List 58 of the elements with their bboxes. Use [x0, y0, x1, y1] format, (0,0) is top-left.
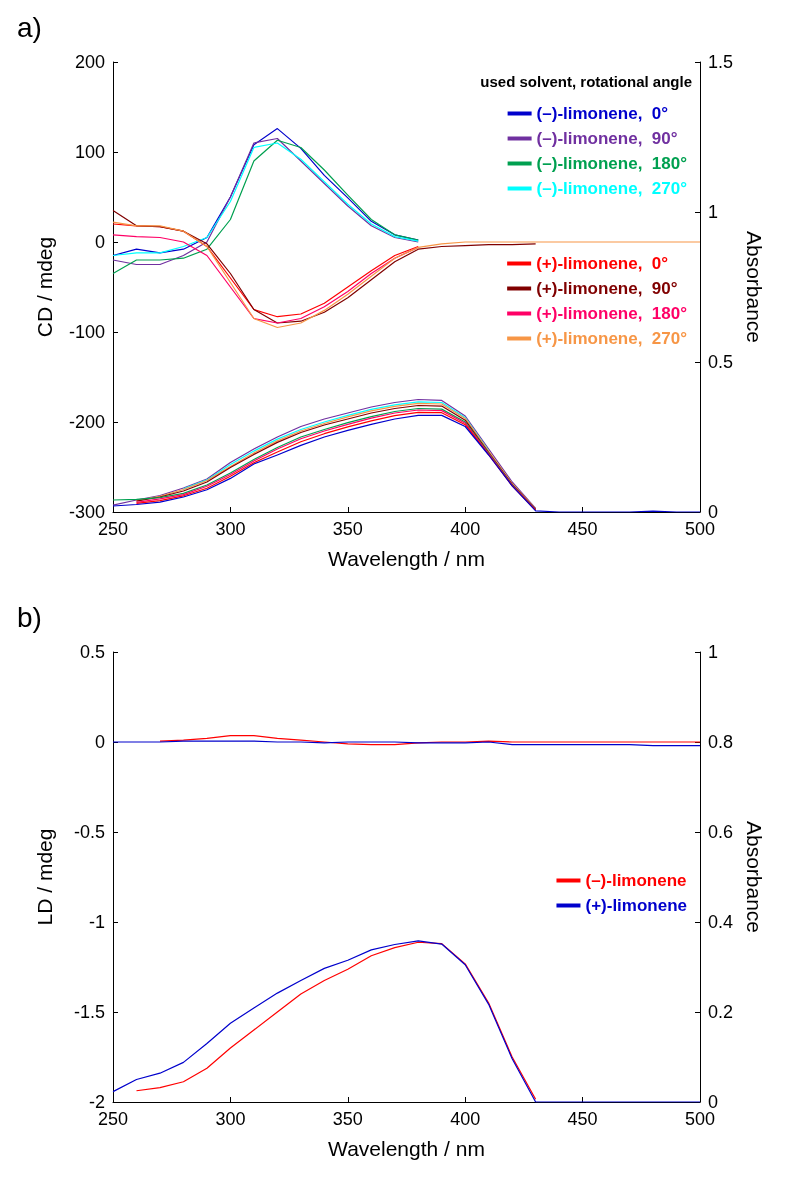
legend-label: (+)-limonene, 90°: [536, 279, 678, 298]
legend-label: (–)-limonene: [585, 871, 687, 890]
line-series: [159, 735, 701, 746]
legend-label: (+)-limonene, 270°: [536, 329, 688, 348]
y-tick-label: 0: [94, 232, 105, 252]
x-tick-label: 450: [567, 519, 598, 539]
y-tick-label: -0.5: [73, 822, 105, 842]
y2-tick-label: 0.6: [708, 822, 734, 842]
y2-axis-title: Absorbance: [742, 820, 766, 934]
y2-tick-label: 0: [708, 1092, 719, 1112]
legend-title: used solvent, rotational angle: [480, 73, 693, 90]
x-tick-label: 250: [97, 519, 129, 539]
y2-tick-label: 0.8: [708, 732, 734, 752]
y2-tick-label: 0.5: [708, 352, 734, 372]
y-tick-label: -1.5: [73, 1002, 105, 1022]
chart-title: b): [17, 601, 42, 633]
x-tick-label: 500: [684, 519, 716, 539]
y-tick-label: -1: [88, 912, 105, 932]
y2-tick-label: 1.5: [708, 52, 734, 72]
x-tick-label: 400: [450, 1109, 481, 1129]
line-series: [135, 941, 537, 1100]
x-tick-label: 500: [684, 1109, 716, 1129]
chart-title: a): [17, 11, 42, 43]
legend-label: (–)-limonene, 180°: [536, 154, 688, 173]
y-tick-label: -100: [68, 322, 105, 342]
y-tick-label: 100: [74, 142, 105, 162]
y-tick-label: -2: [88, 1092, 105, 1112]
x-axis-title: Wavelength / nm: [328, 1137, 485, 1160]
y-tick-label: 0.5: [79, 642, 105, 662]
y-tick-label: -300: [68, 502, 105, 522]
x-tick-label: 250: [97, 1109, 129, 1129]
legend-label: (–)-limonene, 90°: [536, 129, 678, 148]
legend-label: (+)-limonene, 180°: [536, 304, 688, 323]
line-series: [112, 209, 537, 324]
x-tick-label: 350: [332, 519, 363, 539]
y-axis-title: LD / mdeg: [33, 828, 56, 926]
y-axis-title: CD / mdeg: [33, 236, 56, 338]
legend-label: (+)-limonene, 0°: [536, 254, 669, 273]
y2-tick-label: 0.2: [708, 1002, 734, 1022]
legend-label: (+)-limonene: [585, 896, 688, 915]
y-tick-label: 200: [74, 52, 105, 72]
x-tick-label: 300: [215, 519, 246, 539]
x-tick-label: 450: [567, 1109, 598, 1129]
y2-tick-label: 0.4: [708, 912, 734, 932]
y2-tick-label: 0: [708, 502, 719, 522]
x-tick-label: 400: [450, 519, 481, 539]
x-tick-label: 300: [215, 1109, 246, 1129]
x-axis-title: Wavelength / nm: [328, 547, 485, 570]
line-series: [112, 221, 701, 329]
legend-label: (–)-limonene, 270°: [536, 179, 688, 198]
y2-axis-title: Absorbance: [742, 230, 766, 344]
y2-tick-label: 1: [708, 642, 719, 662]
y-tick-label: 0: [94, 732, 105, 752]
legend-label: (–)-limonene, 0°: [536, 104, 669, 123]
line-series: [182, 401, 490, 490]
y-tick-label: -200: [68, 412, 105, 432]
y2-tick-label: 1: [708, 202, 719, 222]
x-tick-label: 350: [332, 1109, 363, 1129]
